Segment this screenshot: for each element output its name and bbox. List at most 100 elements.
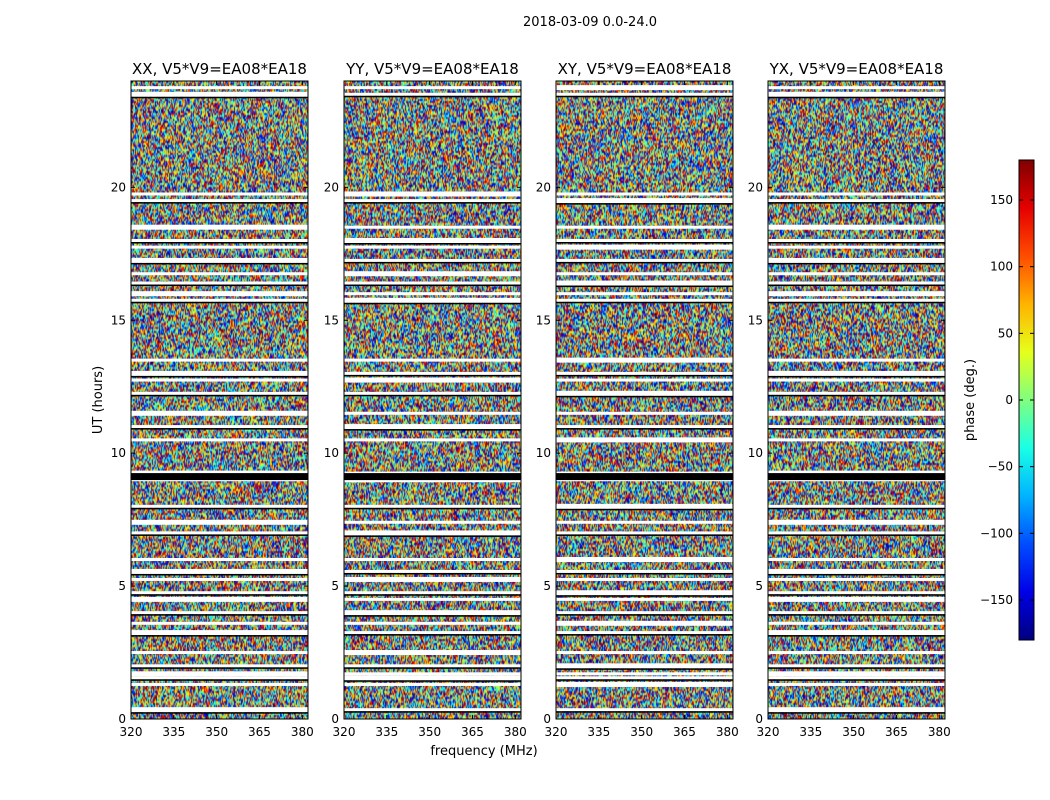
flag-row-black (556, 614, 733, 616)
dark-band (556, 473, 733, 481)
flag-row-white (556, 225, 733, 229)
flag-row-black (344, 594, 521, 596)
colorbar-tick-label: −150 (980, 593, 1013, 607)
flag-row-black (131, 507, 308, 510)
panel-4: YX, V5*V9=EA08*EA18 320 335 350 365 380 0 5 10 15… (748, 60, 951, 739)
flag-row-white (344, 650, 521, 656)
flag-row-white (556, 239, 733, 242)
y-tick-label: 0 (118, 712, 126, 726)
y-tick-label: 0 (331, 712, 339, 726)
x-tick-label: 365 (461, 725, 484, 739)
flag-row-white (344, 297, 521, 303)
flag-row-white (556, 520, 733, 524)
flag-row-black (768, 394, 945, 397)
flag-row-white (556, 198, 733, 204)
flag-row-black (131, 301, 308, 304)
flag-row-black (131, 667, 308, 669)
flag-row-black (556, 428, 733, 430)
flag-row-white (131, 370, 308, 376)
x-tick-label: 365 (248, 725, 271, 739)
flag-row-black (768, 635, 945, 637)
x-tick-label: 350 (842, 725, 865, 739)
flag-row-black (768, 202, 945, 204)
flag-row-white (131, 410, 308, 416)
panel-frame (555, 80, 734, 720)
flag-row-black (556, 95, 733, 98)
flag-row-white (768, 707, 945, 713)
flag-row-white (344, 504, 521, 508)
flag-row-white (556, 620, 733, 626)
flag-row-black (344, 243, 521, 245)
y-tick-label: 0 (543, 712, 551, 726)
flag-row-black (131, 202, 308, 204)
y-tick-label: 20 (536, 180, 551, 194)
panels-group: XX, V5*V9=EA08*EA18 320 335 350 365 380 0 5 10 15… (111, 60, 951, 739)
flag-row-white (556, 590, 733, 596)
flag-row-white (131, 86, 308, 90)
flag-row-white (556, 85, 733, 91)
flag-row-white (344, 371, 521, 375)
flag-row-black (768, 594, 945, 596)
flag-row-white (768, 671, 945, 677)
flag-row-black (131, 594, 308, 596)
flag-row-white (556, 531, 733, 535)
panel-frame (343, 80, 522, 720)
flag-row-white (344, 569, 521, 573)
flag-row-white (131, 558, 308, 561)
flag-row-white (344, 424, 521, 430)
flag-row-white (556, 258, 733, 262)
flag-row-white (768, 257, 945, 263)
panel-title: YY, V5*V9=EA08*EA18 (345, 60, 519, 78)
flag-row-white (768, 676, 945, 680)
flag-row-white (556, 357, 733, 363)
flag-row-black (556, 668, 733, 670)
flag-row-black (768, 284, 945, 287)
x-tick-label: 335 (162, 725, 185, 739)
flag-row-white (344, 92, 521, 96)
flag-row-black (556, 285, 733, 288)
flag-row-white (344, 281, 521, 285)
x-tick-label: 335 (799, 725, 822, 739)
x-tick-label: 365 (673, 725, 696, 739)
flag-row-white (131, 707, 308, 713)
flag-row-white (556, 503, 733, 509)
x-tick-label: 335 (587, 725, 610, 739)
flag-row-black (344, 284, 521, 287)
flag-row-white (768, 568, 945, 574)
flag-row-white (131, 531, 308, 535)
flag-row-white (344, 664, 521, 668)
flag-row-white (131, 504, 308, 508)
flag-row-white (768, 425, 945, 429)
flag-row-white (556, 597, 733, 601)
flag-row-black (768, 507, 945, 510)
flag-row-black (768, 573, 945, 576)
panel-frame (130, 80, 309, 720)
figure-title: 2018-03-09 0.0-24.0 (523, 15, 657, 30)
flag-row-black (344, 302, 521, 305)
flag-row-white (768, 591, 945, 595)
flag-row-black (768, 614, 945, 616)
flag-row-black (556, 595, 733, 597)
flag-row-white (131, 671, 308, 677)
flag-row-white (344, 358, 521, 362)
flag-row-white (768, 531, 945, 535)
flag-row-white (556, 672, 733, 676)
flag-row-white (768, 245, 945, 249)
flag-row-black (344, 634, 521, 636)
flag-row-white (768, 281, 945, 285)
x-tick-label: 335 (375, 725, 398, 739)
flag-row-black (344, 202, 521, 204)
flag-row-white (131, 621, 308, 625)
colorbar-tick-label: 100 (990, 260, 1013, 274)
flag-row-white (556, 651, 733, 655)
flag-row-black (768, 428, 945, 430)
flag-row-white (768, 611, 945, 615)
flag-row-black (344, 429, 521, 431)
flag-row-black (768, 712, 945, 714)
flag-row-white (131, 676, 308, 680)
flag-row-white (556, 192, 733, 196)
flag-row-white (344, 682, 521, 686)
flag-row-white (768, 291, 945, 297)
flag-row-black (131, 614, 308, 616)
